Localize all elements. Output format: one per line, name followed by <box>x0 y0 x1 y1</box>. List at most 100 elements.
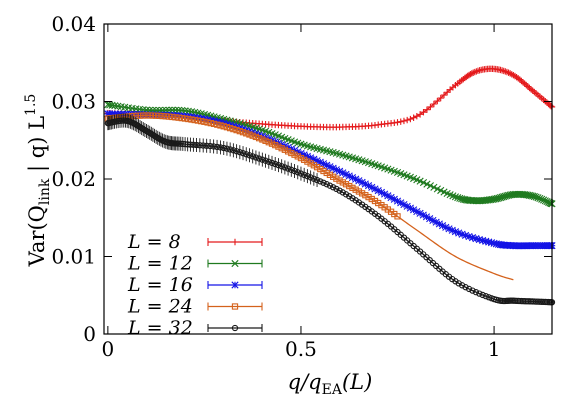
data-point <box>323 169 330 177</box>
data-point <box>313 164 321 171</box>
data-point <box>448 226 456 234</box>
data-point <box>162 113 169 120</box>
data-point <box>342 191 350 198</box>
data-point <box>368 195 375 203</box>
data-point <box>132 110 140 118</box>
data-point <box>271 138 279 146</box>
series-line <box>107 113 552 247</box>
data-point <box>326 182 334 189</box>
data-point <box>259 156 266 163</box>
data-point <box>249 153 256 160</box>
data-point <box>223 145 231 152</box>
data-point <box>233 148 240 155</box>
data-point <box>400 200 408 209</box>
data-point <box>362 192 369 199</box>
data-point <box>465 285 473 293</box>
data-point <box>364 182 373 190</box>
data-point <box>397 118 404 125</box>
data-point <box>281 142 289 150</box>
data-point <box>165 113 173 120</box>
data-point <box>128 110 136 118</box>
y-tick-label: 0 <box>83 322 96 346</box>
data-point <box>410 206 418 214</box>
data-point <box>252 133 260 141</box>
data-point <box>381 190 389 198</box>
data-point <box>284 165 292 172</box>
legend-label: L = 12 <box>127 253 193 275</box>
x-axis-title-q: q <box>288 370 301 394</box>
data-point <box>532 193 540 201</box>
data-point <box>310 175 317 182</box>
data-point <box>139 112 147 119</box>
legend-marker <box>231 281 239 289</box>
data-point <box>171 111 180 120</box>
data-point <box>196 142 203 149</box>
data-point <box>465 71 473 79</box>
data-point <box>301 171 308 179</box>
data-point <box>348 173 357 182</box>
data-point <box>323 181 330 188</box>
data-point <box>149 112 157 119</box>
data-point <box>214 121 221 128</box>
data-point <box>479 291 486 299</box>
data-point <box>454 194 462 202</box>
data-point <box>261 134 270 142</box>
data-point <box>220 123 227 130</box>
data-point <box>352 175 360 183</box>
data-point <box>479 236 487 245</box>
series-layer <box>104 65 556 306</box>
data-point <box>358 190 366 197</box>
data-point <box>220 144 227 152</box>
y-axis-title: Var(Qlink | q) L1.5 <box>23 94 53 268</box>
data-point <box>291 151 298 158</box>
data-point <box>403 116 411 124</box>
data-point <box>461 231 470 240</box>
legend-marker <box>231 324 239 332</box>
data-point <box>213 143 221 151</box>
data-point <box>420 108 427 116</box>
data-point <box>303 152 311 160</box>
y-axis-title-pre: Var(Q <box>25 205 49 267</box>
data-point <box>416 111 424 118</box>
data-point <box>177 140 184 147</box>
data-point <box>246 152 253 159</box>
data-point <box>355 188 363 195</box>
data-point <box>139 110 147 119</box>
data-point <box>342 181 350 188</box>
data-point <box>387 193 395 202</box>
data-point <box>534 194 542 202</box>
legend-marker <box>231 303 239 310</box>
data-point <box>310 162 317 169</box>
data-point <box>313 157 321 165</box>
data-point <box>427 103 434 111</box>
data-point <box>365 193 372 201</box>
data-point <box>485 294 492 301</box>
data-point <box>191 116 198 124</box>
data-point <box>156 112 163 120</box>
data-point <box>476 290 483 297</box>
data-point <box>451 228 460 236</box>
data-point <box>419 211 427 219</box>
data-point <box>300 151 308 159</box>
data-point <box>304 172 311 180</box>
data-point <box>377 188 386 196</box>
data-point <box>297 149 305 158</box>
data-point <box>252 154 260 161</box>
data-point <box>246 131 253 138</box>
data-point <box>243 151 250 158</box>
data-point <box>358 178 366 186</box>
legend-label: L = 32 <box>127 317 193 339</box>
y-tick-label: 0.03 <box>51 90 96 114</box>
data-point <box>406 204 414 212</box>
data-point <box>320 179 327 186</box>
data-point <box>451 193 460 201</box>
data-point <box>323 161 331 169</box>
legend-entry: L = 12 <box>127 253 263 275</box>
data-point <box>114 110 122 118</box>
data-point <box>413 113 421 120</box>
data-point <box>465 232 473 241</box>
data-point <box>320 167 327 175</box>
data-point <box>434 97 441 105</box>
data-point <box>230 125 237 133</box>
data-point <box>326 163 334 171</box>
